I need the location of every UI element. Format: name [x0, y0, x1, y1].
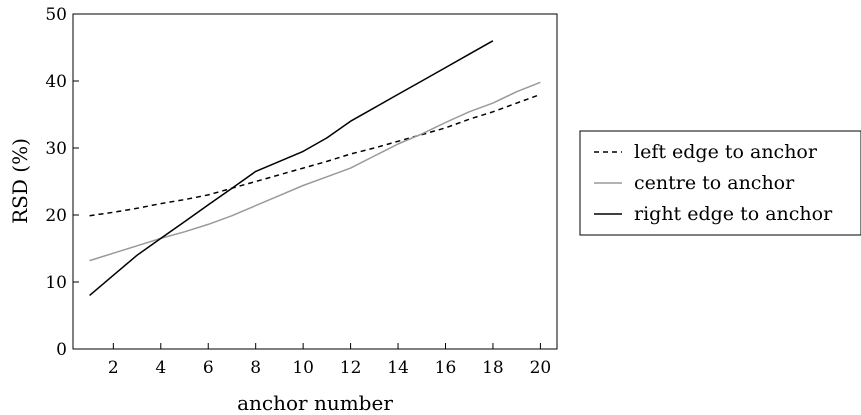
x-tick-label: 18: [482, 358, 504, 378]
legend-label-centre-to-anchor: centre to anchor: [634, 172, 795, 194]
x-axis: 2 4 6 8 10 12 14 16 18 20: [108, 343, 551, 378]
x-tick-label: 10: [292, 358, 314, 378]
plot-frame: [72, 13, 558, 350]
series-layer: [89, 40, 541, 296]
series-line-right-edge-to-anchor: [89, 40, 494, 296]
series-line-left-edge-to-anchor: [89, 93, 541, 217]
series-line-centre-to-anchor: [89, 81, 541, 262]
legend: left edge to anchor centre to anchor right…: [579, 130, 861, 236]
y-tick-label: 0: [56, 340, 67, 360]
x-axis-label: anchor number: [237, 391, 393, 415]
x-tick-label: 16: [435, 358, 457, 378]
legend-label-left-edge-to-anchor: left edge to anchor: [634, 141, 818, 163]
x-tick-label: 4: [155, 358, 166, 378]
x-tick-label: 2: [108, 358, 119, 378]
legend-label-right-edge-to-anchor: right edge to anchor: [634, 203, 833, 225]
x-tick-label: 8: [250, 358, 261, 378]
y-tick-label: 10: [45, 273, 67, 293]
y-axis: 0 10 20 30 40 50: [45, 5, 79, 360]
y-tick-label: 20: [45, 206, 67, 226]
y-tick-label: 40: [45, 72, 67, 92]
y-tick-label: 30: [45, 139, 67, 159]
x-tick-label: 6: [203, 358, 214, 378]
plot-area-border: [72, 13, 558, 350]
y-axis-label: RSD (%): [8, 138, 32, 224]
y-tick-label: 50: [45, 5, 67, 25]
x-tick-label: 14: [387, 358, 409, 378]
x-tick-label: 20: [530, 358, 552, 378]
x-tick-label: 12: [340, 358, 362, 378]
legend-box: [579, 130, 861, 236]
